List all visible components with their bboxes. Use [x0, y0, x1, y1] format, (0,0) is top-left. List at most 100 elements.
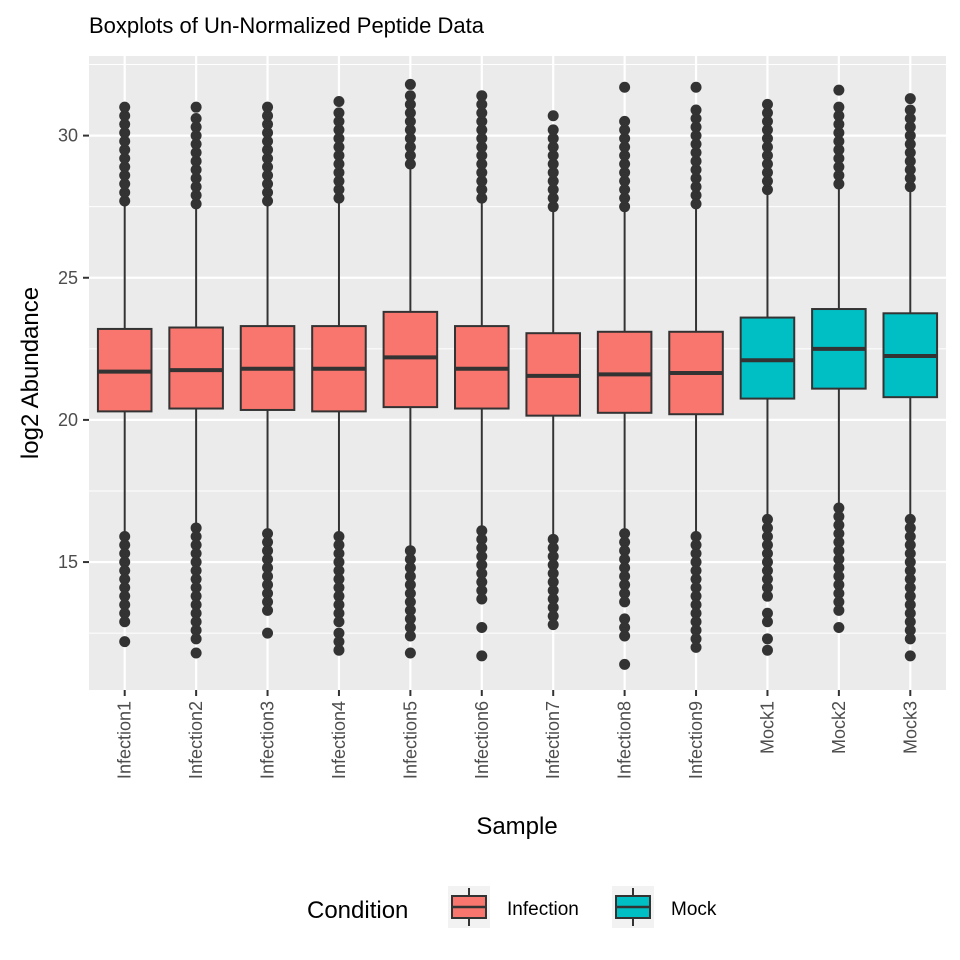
outlier-point: [690, 172, 702, 184]
outlier-point: [833, 587, 845, 599]
outlier-point: [547, 141, 559, 153]
x-tick-label: Infection8: [615, 701, 635, 779]
outlier-point: [404, 90, 416, 102]
outlier-point: [333, 150, 345, 162]
outlier-point: [333, 132, 345, 144]
outlier-point: [476, 115, 488, 127]
outlier-point: [619, 150, 631, 162]
outlier-point: [190, 101, 202, 113]
outlier-point: [904, 624, 916, 636]
outlier-point: [476, 550, 488, 562]
outlier-point: [619, 579, 631, 591]
outlier-point: [761, 167, 773, 179]
outlier-point: [547, 175, 559, 187]
outlier-point: [119, 636, 131, 648]
x-axis: Infection1 Infection2 Infection3 Infection4…: [115, 690, 920, 779]
outlier-point: [119, 530, 131, 542]
outlier-point: [619, 545, 631, 557]
box-iqr: [739, 316, 796, 400]
outlier-point: [333, 636, 345, 648]
outlier-point: [904, 172, 916, 184]
outlier-point: [190, 565, 202, 577]
y-axis: 15 20 25 30: [58, 126, 89, 572]
outlier-point: [619, 192, 631, 204]
outlier-point: [404, 158, 416, 170]
outlier-point: [190, 138, 202, 150]
outlier-point: [190, 189, 202, 201]
outlier-point: [690, 155, 702, 167]
outlier-point: [904, 130, 916, 142]
legend-key-mock: Mock: [612, 886, 717, 928]
outlier-point: [619, 621, 631, 633]
outlier-point: [190, 198, 202, 210]
outlier-point: [547, 533, 559, 545]
outlier-point: [690, 565, 702, 577]
outlier-point: [761, 616, 773, 628]
outlier-point: [333, 141, 345, 153]
outlier-point: [262, 186, 274, 198]
outlier-point: [547, 602, 559, 614]
outlier-point: [262, 604, 274, 616]
outlier-point: [333, 192, 345, 204]
x-tick-label: Infection3: [258, 701, 278, 779]
outlier-point: [404, 141, 416, 153]
outlier-point: [190, 113, 202, 125]
outlier-point: [119, 539, 131, 551]
outlier-point: [690, 81, 702, 93]
outlier-point: [476, 107, 488, 119]
outlier-point: [619, 562, 631, 574]
outlier-point: [761, 573, 773, 585]
outlier-point: [119, 169, 131, 181]
outlier-point: [761, 565, 773, 577]
outlier-point: [833, 152, 845, 164]
outlier-point: [761, 548, 773, 560]
outlier-point: [119, 161, 131, 173]
outlier-point: [547, 132, 559, 144]
outlier-point: [904, 164, 916, 176]
outlier-point: [262, 627, 274, 639]
outlier-point: [619, 630, 631, 642]
outlier-point: [190, 647, 202, 659]
outlier-point: [190, 573, 202, 585]
outlier-point: [404, 107, 416, 119]
outlier-point: [333, 582, 345, 594]
outlier-point: [619, 553, 631, 565]
outlier-point: [333, 107, 345, 119]
outlier-point: [404, 613, 416, 625]
outlier-point: [690, 181, 702, 193]
plot-title: Boxplots of Un-Normalized Peptide Data: [89, 13, 485, 38]
outlier-point: [833, 169, 845, 181]
outlier-point: [619, 596, 631, 608]
outlier-point: [904, 599, 916, 611]
outlier-point: [476, 192, 488, 204]
outlier-point: [476, 584, 488, 596]
outlier-point: [833, 178, 845, 190]
outlier-point: [333, 548, 345, 560]
outlier-point: [262, 545, 274, 557]
outlier-point: [833, 135, 845, 147]
outlier-point: [476, 621, 488, 633]
outlier-point: [476, 525, 488, 537]
outlier-point: [476, 650, 488, 662]
outlier-point: [619, 124, 631, 136]
outlier-point: [404, 570, 416, 582]
outlier-point: [904, 181, 916, 193]
y-tick-label: 15: [58, 552, 78, 572]
outlier-point: [619, 536, 631, 548]
legend-label-infection: Infection: [507, 899, 579, 920]
outlier-point: [833, 101, 845, 113]
outlier-point: [476, 184, 488, 196]
outlier-point: [547, 158, 559, 170]
outlier-point: [333, 627, 345, 639]
outlier-point: [690, 530, 702, 542]
outlier-point: [761, 132, 773, 144]
outlier-point: [119, 548, 131, 560]
outlier-point: [619, 132, 631, 144]
box-Mock2: [811, 84, 867, 633]
outlier-point: [619, 528, 631, 540]
outlier-point: [119, 135, 131, 147]
outlier-point: [190, 147, 202, 159]
outlier-point: [547, 593, 559, 605]
outlier-point: [476, 576, 488, 588]
outlier-point: [476, 533, 488, 545]
